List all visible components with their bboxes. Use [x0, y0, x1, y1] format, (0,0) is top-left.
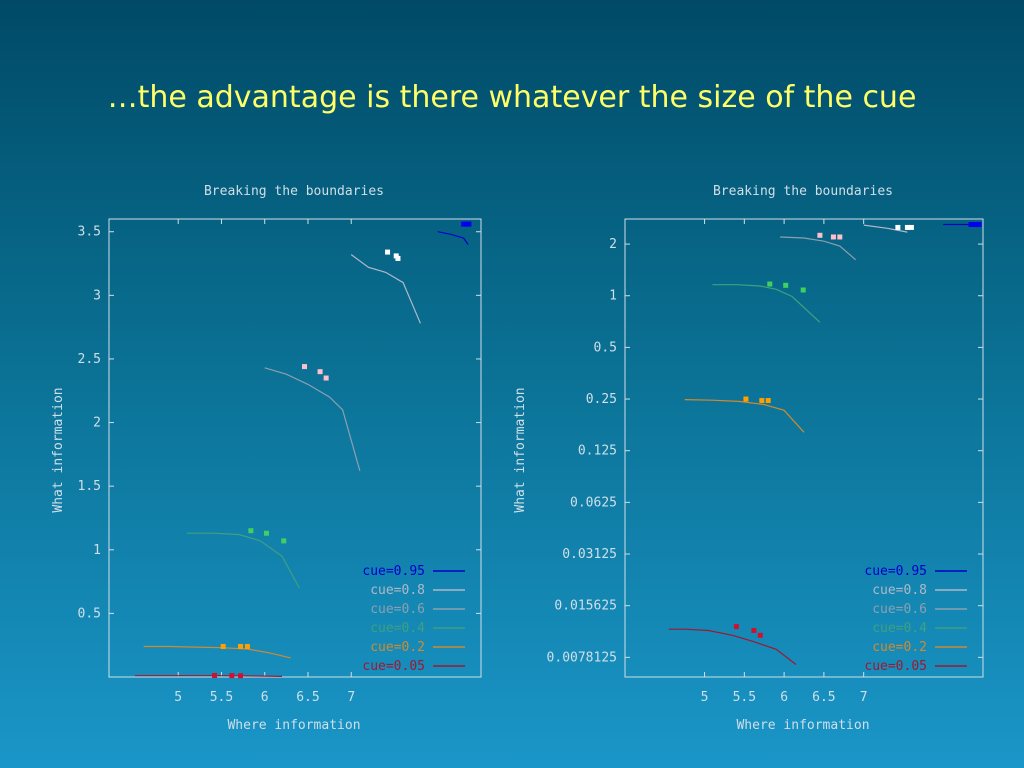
legend-label: cue=0.2 — [872, 640, 927, 655]
series-marker — [733, 624, 739, 630]
y-tick-label: 0.0078125 — [547, 650, 617, 665]
series-marker — [976, 222, 982, 228]
legend-label: cue=0.4 — [872, 621, 927, 636]
series-marker — [317, 369, 323, 375]
y-axis-label: What information — [51, 387, 66, 512]
series-line — [437, 231, 469, 245]
series-marker — [237, 673, 243, 679]
x-tick-label: 5 — [701, 690, 709, 705]
y-tick-label: 0.5 — [594, 340, 617, 355]
slide-title: …the advantage is there whatever the siz… — [107, 80, 917, 115]
x-axis-label: Where information — [736, 718, 869, 733]
y-tick-label: 0.0625 — [570, 495, 617, 510]
series-marker — [302, 364, 308, 370]
y-tick-label: 0.5 — [78, 606, 101, 621]
series-marker — [263, 530, 269, 536]
series-line — [712, 284, 821, 323]
legend-label: cue=0.2 — [370, 640, 425, 655]
series-marker — [972, 222, 978, 228]
chart-right: Breaking the boundaries Where information… — [513, 184, 984, 733]
series-marker — [395, 255, 401, 261]
series-marker — [461, 221, 467, 227]
legend-label: cue=0.8 — [370, 583, 425, 598]
series-line — [668, 628, 797, 665]
x-tick-label: 6.5 — [296, 690, 319, 705]
y-tick-label: 2.5 — [78, 352, 101, 367]
x-tick-label: 6 — [261, 690, 269, 705]
legend-label: cue=0.4 — [370, 621, 425, 636]
x-axis-label: Where information — [227, 718, 360, 733]
series-line — [780, 236, 857, 261]
legend-label: cue=0.95 — [362, 564, 425, 579]
y-tick-label: 1 — [609, 289, 617, 304]
series-marker — [968, 222, 974, 228]
series-marker — [830, 234, 836, 240]
series-marker — [800, 287, 806, 293]
series-marker — [757, 632, 763, 638]
series-marker — [463, 221, 469, 227]
y-tick-label: 2 — [609, 237, 617, 252]
series-marker — [765, 398, 771, 404]
series-line — [863, 224, 908, 233]
chart-title: Breaking the boundaries — [713, 184, 893, 199]
x-tick-label: 6.5 — [812, 690, 835, 705]
series-marker — [783, 282, 789, 288]
series-marker — [248, 528, 254, 534]
y-tick-label: 1 — [93, 543, 101, 558]
y-tick-label: 2 — [93, 416, 101, 431]
series-marker — [837, 234, 843, 240]
series-marker — [229, 673, 235, 679]
series-marker — [385, 249, 391, 255]
series-marker — [895, 224, 901, 230]
series-line — [135, 675, 283, 677]
series-line — [264, 367, 361, 472]
plot-frame — [108, 218, 482, 678]
y-tick-label: 0.03125 — [562, 547, 617, 562]
legend-label: cue=0.6 — [370, 602, 425, 617]
y-tick-label: 0.125 — [578, 444, 617, 459]
y-tick-label: 1.5 — [78, 479, 101, 494]
series-marker — [220, 643, 226, 649]
series-marker — [767, 281, 773, 287]
series-marker — [281, 538, 287, 544]
y-axis-label: What information — [513, 387, 528, 512]
series-line — [186, 532, 300, 589]
x-tick-label: 7 — [860, 690, 868, 705]
legend-label: cue=0.05 — [864, 659, 927, 674]
chart-title: Breaking the boundaries — [204, 184, 384, 199]
x-tick-label: 5.5 — [210, 690, 233, 705]
series-line — [350, 254, 421, 324]
chart-left: Breaking the boundaries Where information… — [51, 184, 482, 733]
series-line — [684, 399, 805, 433]
series-marker — [393, 253, 399, 259]
legend-label: cue=0.95 — [864, 564, 927, 579]
legend-label: cue=0.8 — [872, 583, 927, 598]
series-marker — [212, 672, 218, 678]
series-marker — [817, 232, 823, 238]
series-line — [143, 645, 291, 659]
y-tick-label: 0.015625 — [554, 599, 617, 614]
x-tick-label: 5 — [174, 690, 182, 705]
x-tick-label: 5.5 — [733, 690, 756, 705]
series-marker — [908, 224, 914, 230]
series-marker — [904, 224, 910, 230]
series-marker — [751, 627, 757, 633]
legend-label: cue=0.05 — [362, 659, 425, 674]
series-marker — [244, 643, 250, 649]
series-marker — [743, 396, 749, 402]
series-marker — [323, 375, 329, 381]
series-marker — [466, 221, 472, 227]
plot-frame — [624, 218, 984, 678]
y-tick-label: 3 — [93, 288, 101, 303]
x-tick-label: 6 — [780, 690, 788, 705]
series-marker — [237, 643, 243, 649]
y-tick-label: 0.25 — [586, 392, 617, 407]
legend-label: cue=0.6 — [872, 602, 927, 617]
series-marker — [759, 398, 765, 404]
x-tick-label: 7 — [347, 690, 355, 705]
y-tick-label: 3.5 — [78, 225, 101, 240]
